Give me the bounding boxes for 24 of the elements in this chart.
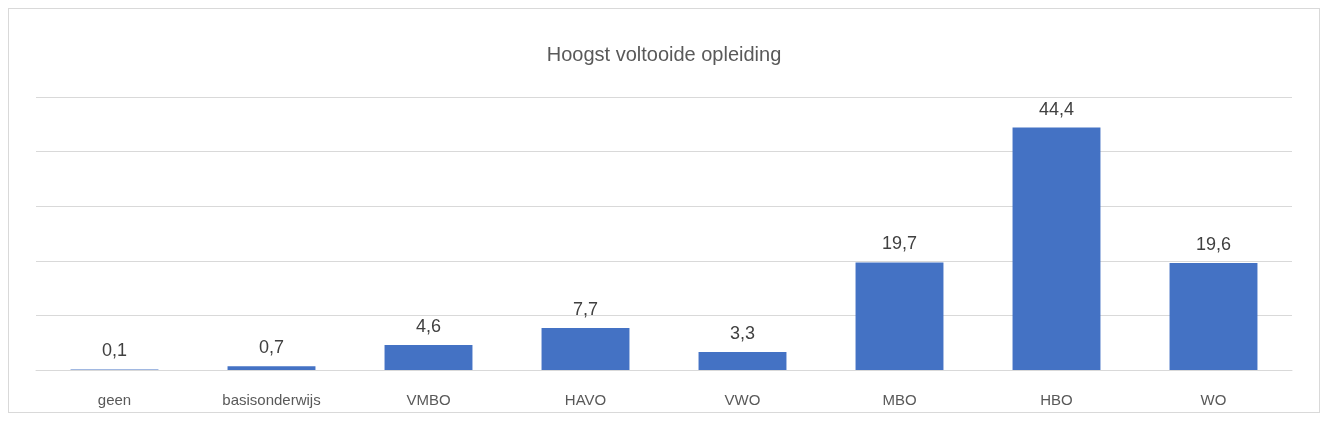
data-label: 4,6 bbox=[415, 315, 442, 336]
data-label: 44,4 bbox=[1038, 98, 1075, 119]
x-tick-label: VMBO bbox=[406, 391, 451, 408]
x-tick-label: WO bbox=[1200, 391, 1227, 408]
data-label: 7,7 bbox=[572, 298, 599, 319]
x-tick-label: HBO bbox=[1040, 391, 1073, 408]
x-tick-label: VWO bbox=[724, 391, 761, 408]
x-tick-label: MBO bbox=[882, 391, 917, 408]
data-label: 19,6 bbox=[1195, 233, 1232, 254]
bar bbox=[384, 344, 473, 370]
bar bbox=[855, 262, 944, 370]
x-tick-label: geen bbox=[97, 391, 132, 408]
bar bbox=[1012, 127, 1101, 370]
x-tick-label: basisonderwijs bbox=[222, 391, 321, 408]
chart-title: Hoogst voltooide opleiding bbox=[546, 43, 782, 65]
data-label: 0,1 bbox=[101, 340, 128, 361]
bar bbox=[227, 366, 316, 370]
data-label: 3,3 bbox=[729, 322, 756, 343]
x-tick-label: HAVO bbox=[564, 391, 607, 408]
bar bbox=[1169, 262, 1258, 370]
bar bbox=[698, 351, 787, 370]
bar bbox=[541, 327, 630, 370]
data-label: 0,7 bbox=[258, 337, 285, 358]
data-label: 19,7 bbox=[881, 233, 918, 254]
